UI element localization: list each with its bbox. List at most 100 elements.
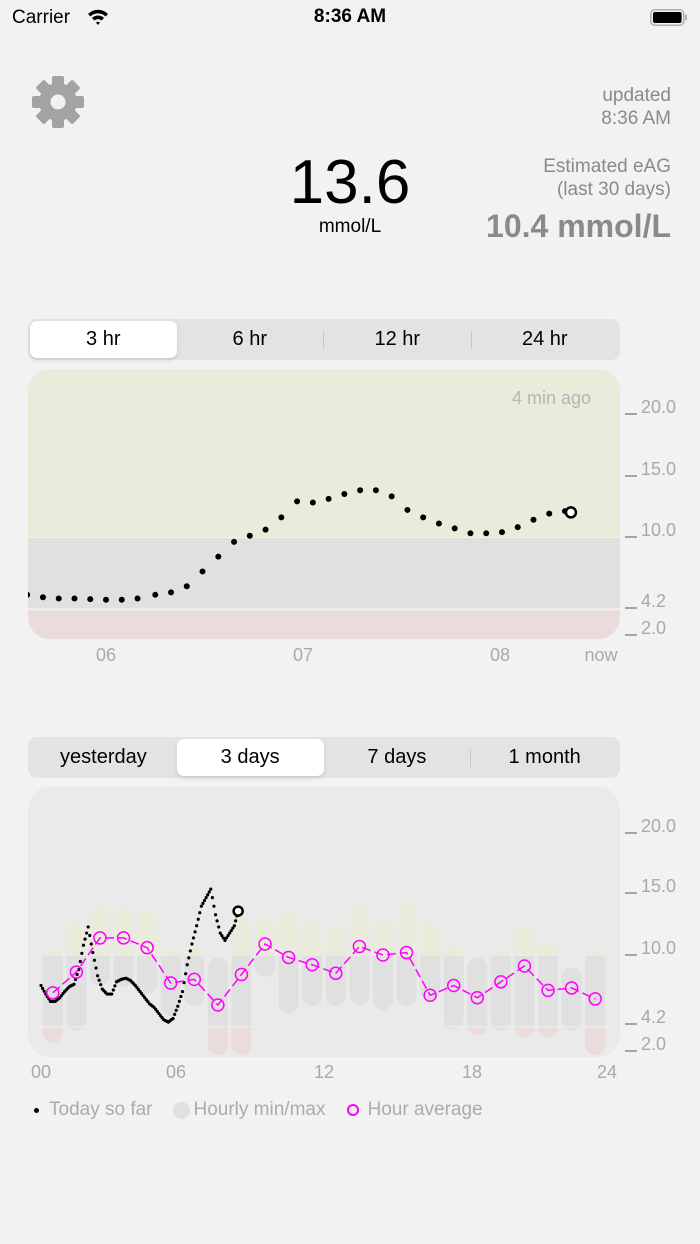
today-reading-dot — [221, 936, 225, 940]
hourly-range-bar — [420, 956, 441, 1001]
hour-average-marker — [281, 950, 296, 965]
eag-label-line1: Estimated eAG — [543, 156, 671, 177]
today-reading-dot — [111, 988, 115, 992]
hour-average-marker — [423, 988, 437, 1003]
hourly-range-bar — [396, 956, 417, 1007]
today-reading-dot — [187, 956, 191, 960]
today-reading-dot — [234, 919, 238, 923]
tab-7days[interactable]: 7 days — [367, 746, 427, 768]
y-tick-label: 15.0 — [641, 459, 676, 479]
legend-today: Today so far — [49, 1099, 153, 1120]
battery-icon — [650, 9, 687, 26]
hour-average-marker — [116, 931, 131, 945]
y-tick-label: 10.0 — [641, 520, 676, 540]
today-reading-dot — [177, 999, 181, 1003]
reading-dot — [71, 595, 78, 602]
gear-icon[interactable] — [30, 74, 86, 130]
reading-dot — [183, 583, 190, 590]
reading-dot — [262, 526, 269, 533]
y-tick-label: 4.2 — [641, 591, 666, 611]
divider — [470, 748, 472, 767]
tab-3days[interactable]: 3 days — [176, 739, 324, 776]
reading-dot — [152, 591, 159, 598]
reading-dot — [246, 532, 253, 539]
x-tick-label: 24 — [596, 1062, 618, 1082]
daily-pattern-plot — [39, 887, 606, 1055]
hourly-range-bar — [538, 942, 559, 955]
tab-3hr[interactable]: 3 hr — [30, 321, 177, 358]
today-reading-dot — [212, 904, 216, 908]
chart-legend: Today so far Hourly min/max Hour average — [30, 1099, 483, 1121]
today-reading-dot — [171, 1016, 175, 1021]
tab-6hr[interactable]: 6 hr — [232, 328, 267, 350]
wifi-icon — [88, 9, 108, 25]
today-reading-dot — [228, 931, 232, 935]
today-reading-dot — [97, 978, 101, 982]
x-tick-label: 18 — [461, 1062, 483, 1082]
tab-yesterday[interactable]: yesterday — [60, 746, 147, 768]
hourly-range-bar — [207, 1027, 228, 1055]
today-reading-dot — [113, 984, 117, 988]
hourly-range-bar — [448, 1027, 460, 1030]
reading-dot — [372, 487, 379, 494]
today-reading-dot — [226, 933, 230, 938]
recent-glucose-chart — [28, 369, 620, 639]
hourly-range-bar — [514, 1027, 535, 1038]
today-reading-dot — [204, 896, 208, 900]
today-reading-dot — [184, 972, 188, 976]
y-tick-label: 2.0 — [641, 618, 666, 638]
y-tick-label: 10.0 — [641, 938, 676, 958]
today-reading-dot — [72, 982, 76, 986]
tab-12hr[interactable]: 12 hr — [374, 328, 421, 350]
reading-dot — [388, 493, 395, 500]
x-tick-label: 12 — [313, 1062, 335, 1082]
reading-dot — [39, 594, 46, 601]
x-tick-label: 06 — [165, 1062, 187, 1082]
today-reading-dot — [223, 938, 227, 942]
hour-average-marker — [470, 990, 485, 1005]
tab-24hr[interactable]: 24 hr — [521, 328, 568, 350]
hour-average-marker — [93, 931, 107, 945]
reading-dot — [483, 530, 490, 537]
today-reading-dot — [198, 911, 202, 915]
today-reading-dot — [217, 925, 221, 929]
hour-average-marker — [494, 975, 508, 989]
reading-dot — [514, 524, 521, 531]
today-reading-dot — [180, 990, 185, 994]
hourly-range-bar — [420, 922, 441, 955]
reading-dot — [278, 514, 285, 521]
today-reading-dot — [80, 951, 84, 955]
today-reading-dot — [196, 917, 200, 921]
today-reading-dot — [86, 925, 90, 929]
hour-average-marker — [234, 967, 249, 982]
tab-1month[interactable]: 1 month — [508, 746, 581, 768]
today-reading-dot — [201, 901, 205, 905]
y-tick-label: 2.0 — [641, 1034, 666, 1054]
hour-average-marker — [564, 981, 579, 995]
hourly-range-bar — [443, 945, 464, 955]
hourly-range-bar — [372, 956, 393, 1010]
hour-average-marker — [541, 983, 555, 998]
hour-average-marker — [446, 978, 461, 993]
y-axis-recent: 20.0 15.0 10.0 4.2 2.0 — [625, 397, 676, 638]
reading-dot — [435, 520, 442, 527]
reading-dot — [199, 568, 206, 575]
x-tick-label: now — [584, 645, 618, 665]
hour-average-icon — [347, 1104, 360, 1116]
divider — [323, 330, 324, 349]
reading-dot — [451, 525, 458, 532]
daily-pattern-chart — [28, 787, 620, 1057]
eag-value: 10.4 mmol/L — [486, 208, 671, 244]
last-reading-age: 4 min ago — [512, 388, 592, 408]
today-reading-dot — [88, 933, 92, 938]
hourly-range-bar — [490, 956, 511, 1026]
today-reading-dot — [173, 1012, 177, 1016]
today-reading-dot — [78, 959, 82, 964]
hourly-range-bar — [278, 912, 299, 955]
eag-label: Estimated eAG (last 30 days) — [543, 155, 671, 201]
hour-average-marker — [399, 945, 414, 960]
hourly-range-bar — [160, 956, 181, 1016]
hour-average-marker — [517, 959, 532, 973]
reading-dot — [546, 510, 553, 517]
reading-dot — [118, 596, 125, 603]
